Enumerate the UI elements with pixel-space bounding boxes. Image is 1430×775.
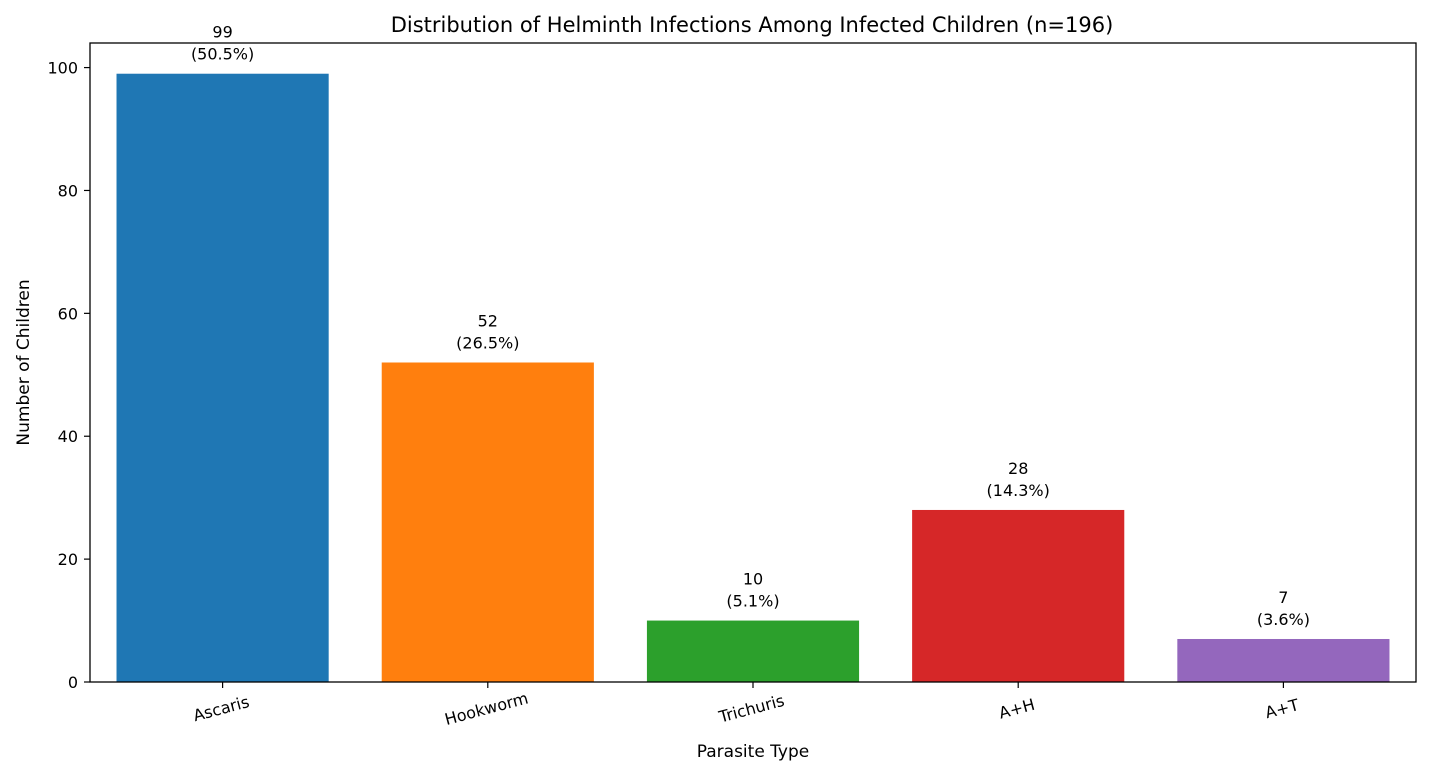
y-axis: 0 20 40 60 80 100 — [47, 59, 90, 692]
y-tick-label: 20 — [58, 550, 78, 569]
bar-value-label: 7 — [1278, 588, 1288, 607]
x-axis: Ascaris Hookworm Trichuris A+H A+T — [191, 682, 1301, 729]
bar-percent-label: (50.5%) — [191, 45, 254, 64]
bar-percent-label: (26.5%) — [456, 334, 519, 353]
y-axis-label: Number of Children — [14, 279, 34, 445]
y-tick-label: 60 — [58, 304, 78, 323]
y-tick-label: 40 — [58, 427, 78, 446]
bar-hookworm — [381, 362, 594, 682]
data-labels-group: 99 (50.5%) 52 (26.5%) 10 (5.1%) 28 (14.3%) 7 (3.6… — [191, 23, 1310, 629]
x-tick-label: Ascaris — [191, 692, 251, 725]
bar-ascaris — [116, 73, 329, 683]
y-tick-label: 100 — [47, 59, 78, 78]
bar-value-label: 99 — [212, 23, 232, 42]
x-tick-label: A+H — [997, 695, 1037, 723]
bar-value-label: 10 — [743, 570, 763, 589]
bar-percent-label: (5.1%) — [726, 592, 779, 611]
plot-frame — [89, 42, 1417, 683]
x-tick-label: Trichuris — [716, 691, 786, 727]
x-tick-label: Hookworm — [443, 688, 531, 729]
bar-trichuris — [646, 620, 860, 682]
bar-percent-label: (3.6%) — [1257, 610, 1310, 629]
x-axis-label: Parasite Type — [697, 742, 809, 762]
x-tick-label: A+T — [1263, 695, 1301, 722]
y-tick-label: 80 — [58, 181, 78, 200]
bar-value-label: 28 — [1008, 459, 1028, 478]
bars-group — [116, 73, 1390, 683]
bar-value-label: 52 — [478, 312, 498, 331]
chart-title: Distribution of Helminth Infections Amon… — [391, 13, 1114, 37]
bar-percent-label: (14.3%) — [987, 481, 1050, 500]
bar-a-t — [1177, 638, 1390, 682]
y-tick-label: 0 — [68, 673, 78, 692]
bar-a-h — [912, 509, 1125, 682]
